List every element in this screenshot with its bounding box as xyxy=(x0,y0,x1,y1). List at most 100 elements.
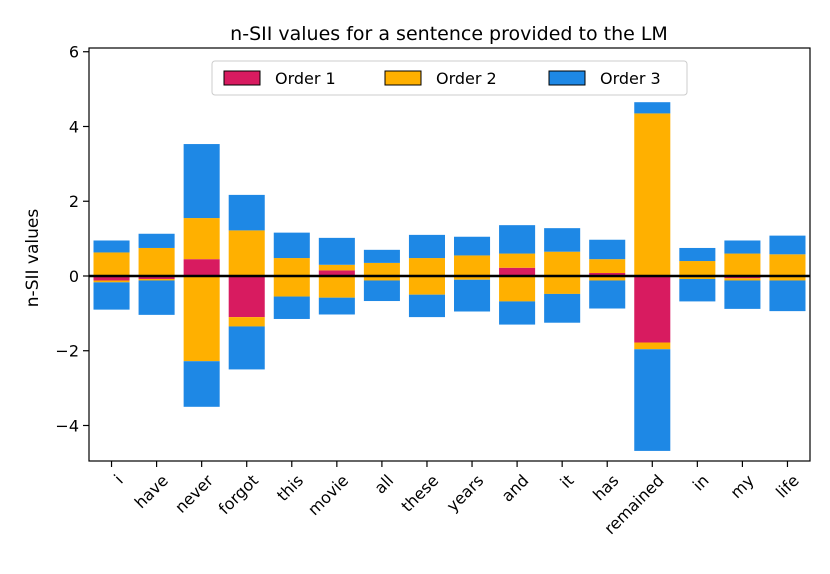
bar-never-order1-pos xyxy=(183,259,220,276)
y-tick-label: 4 xyxy=(69,117,79,136)
bar-life-order2-neg xyxy=(769,275,806,281)
bar-never-order3-neg xyxy=(183,361,220,407)
bar-have-order3-pos xyxy=(138,233,175,248)
bar-all-order3-neg xyxy=(363,280,400,302)
bar-these-order2-neg xyxy=(408,275,445,295)
bar-life-order2-pos xyxy=(769,254,806,276)
bar-in-order2-pos xyxy=(679,261,716,276)
bar-remained-order3-pos xyxy=(634,102,671,114)
bar-it-order3-pos xyxy=(544,228,581,252)
bar-all-order2-neg xyxy=(363,275,400,281)
bar-it-order2-neg xyxy=(544,275,581,294)
bar-has-order3-pos xyxy=(589,239,626,260)
y-axis-label: n-SII values xyxy=(23,209,43,308)
bar-has-order1-pos xyxy=(589,273,626,276)
bar-years-order2-pos xyxy=(454,255,491,276)
bar-my-order2-pos xyxy=(724,253,761,276)
bar-have-order2-pos xyxy=(138,247,175,276)
bar-my-order2-neg xyxy=(724,278,761,281)
bars-layer xyxy=(93,102,806,451)
legend-swatch-order2 xyxy=(384,70,422,86)
bar-has-order2-neg xyxy=(589,275,626,281)
bar-have-order3-neg xyxy=(138,280,175,315)
legend-swatch-order1 xyxy=(223,70,261,86)
bar-has-order2-pos xyxy=(589,259,626,274)
legend-swatch-order3 xyxy=(548,70,586,86)
bar-have-order1-neg xyxy=(138,275,175,279)
bar-remained-order2-pos xyxy=(634,113,671,276)
x-tick-label-it: it xyxy=(556,471,577,492)
x-tick-label-years: years xyxy=(443,471,488,516)
bar-years-order3-pos xyxy=(454,236,491,256)
bar-i-order2-pos xyxy=(93,252,130,276)
bar-these-order3-pos xyxy=(408,234,445,259)
bar-never-order3-pos xyxy=(183,144,220,219)
bar-never-order2-neg xyxy=(183,275,220,362)
x-tick-label-movie: movie xyxy=(304,471,352,519)
bar-forgot-order2-pos xyxy=(228,230,265,276)
y-tick-label: −2 xyxy=(55,342,79,361)
bar-my-order3-pos xyxy=(724,240,761,254)
bar-all-order2-pos xyxy=(363,262,400,276)
bar-it-order2-pos xyxy=(544,251,581,276)
bar-and-order2-neg xyxy=(499,275,536,302)
bar-and-order1-pos xyxy=(499,267,536,276)
x-tick-label-i: i xyxy=(110,471,127,488)
bar-i-order2-neg xyxy=(93,280,130,283)
bar-remained-order2-neg xyxy=(634,342,671,350)
bar-this-order3-pos xyxy=(273,232,310,259)
legend: Order 1 Order 2 Order 3 xyxy=(211,60,688,96)
bar-this-order2-pos xyxy=(273,258,310,276)
y-tick-label: 0 xyxy=(69,267,79,286)
bar-these-order3-neg xyxy=(408,294,445,318)
bar-years-order2-neg xyxy=(454,275,491,280)
bar-never-order2-pos xyxy=(183,218,220,260)
bar-in-order3-neg xyxy=(679,278,716,302)
bar-all-order3-pos xyxy=(363,249,400,263)
bar-in-order3-pos xyxy=(679,247,716,262)
bar-movie-order2-pos xyxy=(318,264,355,271)
bar-this-order3-neg xyxy=(273,296,310,319)
bar-movie-order3-neg xyxy=(318,297,355,315)
x-tick-label-all: all xyxy=(371,471,398,498)
bar-my-order3-neg xyxy=(724,280,761,309)
bar-movie-order2-neg xyxy=(318,275,355,298)
x-tick-label-in: in xyxy=(689,471,713,495)
bar-life-order3-neg xyxy=(769,280,806,312)
bar-i-order1-neg xyxy=(93,275,130,281)
x-tick-label-this: this xyxy=(273,471,307,505)
bar-remained-order1-neg xyxy=(634,275,671,343)
bar-forgot-order3-pos xyxy=(228,194,265,231)
bar-has-order3-neg xyxy=(589,280,626,309)
bar-forgot-order1-neg xyxy=(228,275,265,318)
y-tick-label: 6 xyxy=(69,43,79,62)
x-tick-label-and: and xyxy=(498,471,533,506)
bar-life-order3-pos xyxy=(769,235,806,255)
x-tick-label-life: life xyxy=(772,471,803,502)
bar-it-order3-neg xyxy=(544,293,581,323)
y-tick-label: 2 xyxy=(69,192,79,211)
bar-these-order2-pos xyxy=(408,258,445,276)
bar-in-order2-neg xyxy=(679,275,716,279)
bar-this-order2-neg xyxy=(273,275,310,297)
legend-box xyxy=(211,60,688,96)
x-tick-label-has: has xyxy=(589,471,622,504)
bar-i-order3-neg xyxy=(93,282,130,310)
bar-movie-order1-pos xyxy=(318,270,355,276)
bar-and-order3-pos xyxy=(499,225,536,254)
chart-title: n-SII values for a sentence provided to … xyxy=(230,23,668,45)
bar-remained-order3-neg xyxy=(634,349,671,451)
x-tick-label-my: my xyxy=(727,471,758,502)
bar-forgot-order2-neg xyxy=(228,317,265,327)
y-tick-label: −4 xyxy=(55,416,79,435)
bar-i-order3-pos xyxy=(93,240,130,253)
bar-movie-order3-pos xyxy=(318,237,355,265)
plot-frame xyxy=(88,47,811,462)
bar-and-order3-neg xyxy=(499,301,536,325)
x-tick-label-never: never xyxy=(171,471,217,517)
bar-forgot-order3-neg xyxy=(228,326,265,370)
x-tick-label-forgot: forgot xyxy=(215,471,262,518)
bar-and-order2-pos xyxy=(499,253,536,268)
